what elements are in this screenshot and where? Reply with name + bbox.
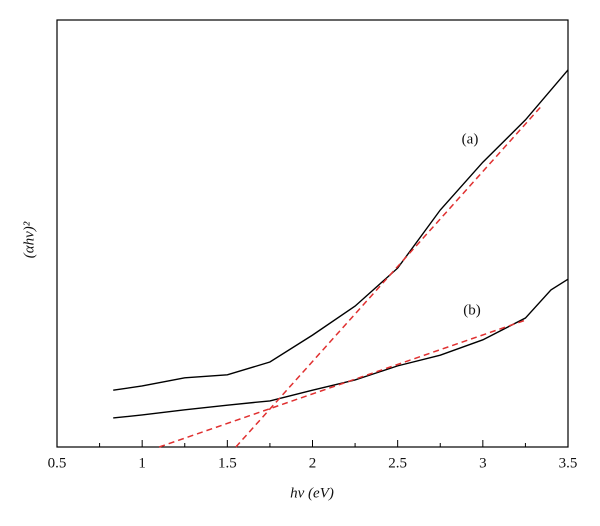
- curve-label: (b): [463, 302, 481, 318]
- x-axis-label: hν (eV): [290, 485, 334, 501]
- curve: [113, 278, 569, 419]
- x-tick-label: 1.5: [218, 455, 237, 471]
- x-tick-label: 3: [479, 455, 487, 471]
- x-tick-label: 1: [138, 455, 146, 471]
- plot-frame: [56, 19, 569, 448]
- x-tick-label: 2: [309, 455, 317, 471]
- x-tick-label: 2.5: [388, 455, 407, 471]
- fit-line: [158, 319, 526, 448]
- curve-label: (a): [462, 131, 479, 147]
- curve: [113, 69, 569, 391]
- y-axis-label: (αhν)²: [21, 221, 37, 258]
- fit-line: [235, 104, 544, 448]
- x-tick-label: 3.5: [559, 455, 578, 471]
- x-tick-label: 0.5: [48, 455, 67, 471]
